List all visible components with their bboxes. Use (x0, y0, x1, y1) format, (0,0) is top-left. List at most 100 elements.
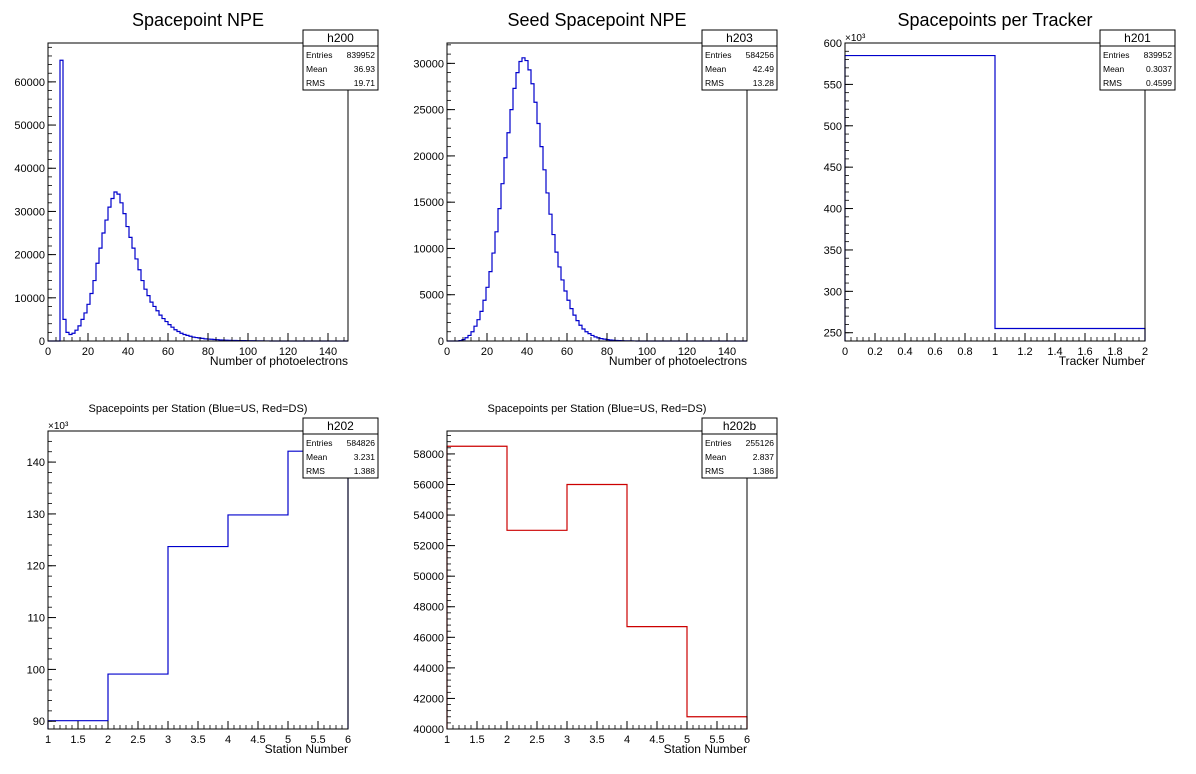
y-tick-label: 250 (824, 328, 842, 340)
chart-title: Spacepoints per Station (Blue=US, Red=DS… (89, 403, 308, 415)
histogram-line (844, 54, 1146, 341)
y-tick-label: 20000 (413, 151, 444, 163)
y-tick-label: 50000 (14, 120, 45, 132)
stats-entries-label: Entries (306, 438, 332, 448)
x-tick-label: 0 (842, 346, 848, 358)
stats-entries-label: Entries (306, 50, 332, 60)
x-axis-label: Tracker Number (1059, 354, 1145, 368)
x-tick-label: 4.5 (250, 734, 265, 746)
y-tick-label: 100 (27, 664, 45, 676)
stats-rms-value: 1.386 (753, 466, 775, 476)
x-tick-label: 120 (279, 346, 297, 358)
x-tick-label: 6 (744, 734, 750, 746)
histogram-line (48, 59, 348, 342)
panel-tracker: Spacepoints per Tracker 0 0.2 0.4 0.6 0.8 1 1.2… (824, 10, 1176, 368)
stats-mean-value: 36.93 (354, 64, 376, 74)
stats-name: h202 (327, 419, 354, 433)
y-tick-label: 58000 (413, 449, 444, 461)
x-tick-label: 5.5 (310, 734, 325, 746)
y-tick-label: 300 (824, 286, 842, 298)
x-tick-label: 1 (45, 734, 51, 746)
y-tick-label: 48000 (413, 602, 444, 614)
y-tick-label: 130 (27, 509, 45, 521)
chart-title: Spacepoints per Tracker (897, 10, 1092, 30)
plot-frame (47, 42, 349, 342)
histogram-line (47, 450, 349, 729)
stats-entries-value: 839952 (1144, 50, 1173, 60)
stats-rms-value: 1.388 (354, 466, 376, 476)
x-axis-label: Number of photoelectrons (210, 354, 348, 368)
y-tick-label: 400 (824, 204, 842, 216)
stats-box-frame (302, 29, 379, 91)
y-tick-label: 0 (39, 336, 45, 348)
x-tick-label: 6 (345, 734, 351, 746)
chart-title: Spacepoints per Station (Blue=US, Red=DS… (488, 403, 707, 415)
stats-mean-value: 3.231 (354, 452, 376, 462)
x-tick-label: 1.5 (469, 734, 484, 746)
stats-mean-label: Mean (306, 452, 328, 462)
y-tick-label: 44000 (413, 663, 444, 675)
x-tick-label: 20 (82, 346, 94, 358)
stats-rms-label: RMS (705, 466, 724, 476)
x-axis-label: Station Number (664, 742, 747, 756)
stats-name: h201 (1124, 31, 1151, 45)
stats-box-frame (701, 417, 778, 479)
chart-title: Seed Spacepoint NPE (507, 10, 686, 30)
stats-entries-label: Entries (705, 438, 731, 448)
x-tick-label: 5 (285, 734, 291, 746)
y-tick-label: 10000 (14, 293, 45, 305)
y-tick-label: 0 (438, 336, 444, 348)
y-tick-label: 15000 (413, 197, 444, 209)
x-tick-label: 60 (561, 346, 573, 358)
stats-rms-label: RMS (306, 78, 325, 88)
x-tick-label: 40 (521, 346, 533, 358)
x-tick-label: 20 (481, 346, 493, 358)
y-tick-label: 500 (824, 121, 842, 133)
stats-box: h203 Entries 584256 Mean 42.49 RMS 13.28 (701, 29, 778, 91)
panel-seed-npe: Seed Spacepoint NPE 0 20 40 60 80 100 120 140 0 50… (413, 10, 778, 368)
stats-mean-label: Mean (705, 64, 727, 74)
stats-mean-value: 42.49 (753, 64, 775, 74)
x-tick-label: 4.5 (649, 734, 664, 746)
x-tick-label: 0 (45, 346, 51, 358)
x-tick-label: 100 (638, 346, 656, 358)
stats-box-frame (1099, 29, 1176, 91)
x-tick-label: 40 (122, 346, 134, 358)
x-tick-label: 0 (444, 346, 450, 358)
x-tick-label: 3.5 (190, 734, 205, 746)
stats-rms-value: 0.4599 (1146, 78, 1172, 88)
stats-box: h201 Entries 839952 Mean 0.3037 RMS 0.4599 (1099, 29, 1176, 91)
x-tick-label: 3 (564, 734, 570, 746)
x-tick-label: 80 (202, 346, 214, 358)
y-tick-label: 120 (27, 561, 45, 573)
panel-station-ds: Spacepoints per Station (Blue=US, Red=DS… (413, 403, 778, 756)
x-tick-label: 100 (239, 346, 257, 358)
y-tick-label: 50000 (413, 571, 444, 583)
x-tick-label: 4 (624, 734, 630, 746)
stats-mean-label: Mean (705, 452, 727, 462)
y-tick-label: 60000 (14, 77, 45, 89)
x-tick-label: 1.8 (1107, 346, 1122, 358)
y-tick-label: 90 (33, 716, 45, 728)
stats-box: h200 Entries 839952 Mean 36.93 RMS 19.71 (302, 29, 379, 91)
y-tick-label: 600 (824, 38, 842, 50)
x-tick-label: 0.6 (927, 346, 942, 358)
y-tick-label: 140 (27, 457, 45, 469)
x-tick-label: 2.5 (529, 734, 544, 746)
x-tick-label: 4 (225, 734, 231, 746)
x-tick-label: 5.5 (709, 734, 724, 746)
y-tick-label: 54000 (413, 510, 444, 522)
x-tick-label: 5 (684, 734, 690, 746)
x-tick-label: 3.5 (589, 734, 604, 746)
x-tick-label: 1.6 (1077, 346, 1092, 358)
stats-rms-label: RMS (705, 78, 724, 88)
stats-entries-value: 584256 (746, 50, 775, 60)
panel-station-us: Spacepoints per Station (Blue=US, Red=DS… (27, 403, 379, 756)
stats-rms-value: 13.28 (753, 78, 775, 88)
y-tick-label: 52000 (413, 541, 444, 553)
x-tick-label: 1.5 (70, 734, 85, 746)
y-tick-label: 46000 (413, 632, 444, 644)
stats-rms-label: RMS (306, 466, 325, 476)
stats-mean-label: Mean (1103, 64, 1125, 74)
y-tick-label: 10000 (413, 243, 444, 255)
